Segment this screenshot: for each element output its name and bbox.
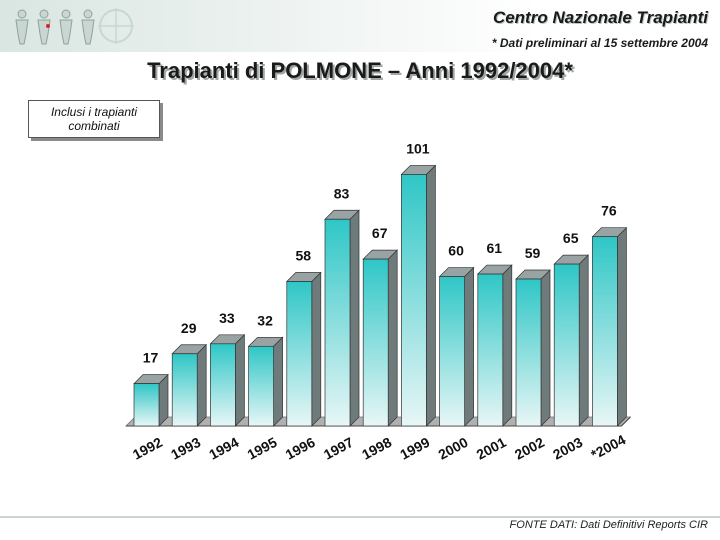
- x-tick-label: 1994: [206, 434, 241, 463]
- bar-side: [617, 226, 627, 427]
- value-label: 61: [487, 240, 503, 256]
- x-tick-label: 1999: [397, 434, 432, 463]
- bar-star-2004: [592, 236, 618, 427]
- value-label: 67: [372, 225, 388, 241]
- note-box: Inclusi i trapianti combinati: [28, 100, 160, 138]
- x-tick-label: 1995: [244, 434, 279, 463]
- bar-side: [235, 333, 245, 427]
- value-label: 101: [406, 140, 430, 156]
- bar-side: [464, 266, 474, 427]
- value-label: 58: [296, 248, 312, 264]
- organization-name: Centro Nazionale Trapianti: [492, 8, 708, 27]
- bar-1996: [286, 281, 313, 427]
- x-tick-label: 1992: [130, 434, 165, 463]
- bar-2002: [515, 278, 542, 427]
- bar-side: [349, 209, 360, 427]
- bar-1994: [210, 343, 236, 427]
- bar-2003: [553, 263, 580, 427]
- x-tick-label: 2002: [512, 434, 547, 463]
- x-tick-label: 2001: [474, 434, 509, 463]
- page-title: Trapianti di POLMONE – Anni 1992/2004*: [147, 58, 573, 83]
- bar-2001: [477, 273, 504, 427]
- bar-side: [426, 164, 436, 427]
- organization-logo: [15, 8, 134, 45]
- data-source: FONTE DATI: Dati Definitivi Reports CIR: [509, 519, 708, 531]
- bar-side: [273, 336, 283, 427]
- bar-side: [502, 264, 513, 427]
- bar-side: [196, 343, 207, 427]
- bar-1993: [171, 353, 198, 427]
- x-tick-label: 1997: [321, 434, 356, 463]
- value-label: 29: [181, 320, 197, 336]
- value-label: 59: [525, 245, 541, 261]
- x-tick-label: 2000: [435, 434, 470, 463]
- bar-2000: [439, 276, 465, 427]
- x-tick-label: 1998: [359, 434, 394, 463]
- bar-1999: [401, 174, 427, 427]
- bar-1995: [248, 345, 274, 427]
- x-tick-label: 1996: [283, 434, 318, 463]
- value-label: 60: [448, 243, 464, 259]
- x-tick-label: 1993: [168, 434, 203, 463]
- bar-1992: [133, 383, 160, 427]
- value-label: 33: [219, 310, 235, 326]
- bar-1997: [324, 218, 351, 427]
- bar-side: [578, 254, 589, 427]
- value-label: 32: [257, 312, 273, 328]
- bar-side: [540, 269, 551, 427]
- footer-rule: [0, 516, 720, 518]
- bar-side: [311, 271, 322, 427]
- x-tick-label: *2004: [588, 431, 628, 462]
- bar-side: [387, 249, 398, 427]
- value-label: 76: [601, 203, 617, 219]
- preliminary-data-note: * Dati preliminari al 15 settembre 2004: [491, 36, 708, 50]
- value-label: 65: [563, 230, 579, 246]
- floor-edge: [621, 416, 631, 427]
- x-tick-label: 2003: [550, 434, 585, 463]
- value-label: 17: [143, 350, 159, 366]
- value-label: 83: [334, 185, 350, 201]
- bar-1998: [362, 258, 389, 427]
